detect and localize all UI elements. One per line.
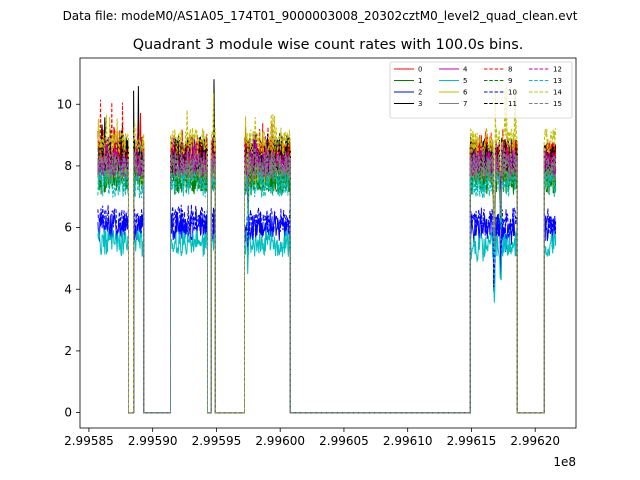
legend-label-7: 7 bbox=[463, 100, 467, 108]
y-tick-label: 2 bbox=[64, 344, 72, 358]
legend-label-4: 4 bbox=[463, 66, 468, 74]
y-tick-label: 4 bbox=[64, 282, 72, 296]
legend-label-12: 12 bbox=[553, 66, 562, 74]
legend-label-2: 2 bbox=[418, 89, 422, 97]
legend-label-0: 0 bbox=[418, 66, 422, 74]
legend-label-13: 13 bbox=[553, 77, 562, 85]
legend-box bbox=[389, 61, 573, 119]
legend-label-3: 3 bbox=[418, 100, 422, 108]
legend-label-5: 5 bbox=[463, 77, 467, 85]
x-tick-label: 2.99590 bbox=[128, 434, 178, 448]
x-tick-label: 2.99600 bbox=[255, 434, 305, 448]
x-tick-label: 2.99605 bbox=[319, 434, 369, 448]
legend-label-11: 11 bbox=[508, 100, 517, 108]
chart-title: Quadrant 3 module wise count rates with … bbox=[133, 37, 524, 53]
series-line-15 bbox=[97, 144, 557, 414]
x-offset-label: 1e8 bbox=[553, 455, 576, 469]
x-axis: 2.99585 2.99590 2.99595 2.99600 2.99605 2.996… bbox=[64, 428, 560, 448]
x-tick-label: 2.99595 bbox=[192, 434, 242, 448]
figure-suptitle: Data file: modeM0/AS1A05_174T01_90000030… bbox=[63, 9, 578, 23]
y-axis: 0 2 4 6 8 10 bbox=[57, 97, 80, 420]
series-layer bbox=[97, 79, 557, 414]
y-tick-label: 8 bbox=[64, 159, 72, 173]
x-tick-label: 2.99615 bbox=[447, 434, 497, 448]
legend-label-15: 15 bbox=[553, 100, 562, 108]
y-tick-label: 0 bbox=[64, 406, 72, 420]
legend-label-9: 9 bbox=[508, 77, 512, 85]
x-tick-label: 2.99610 bbox=[383, 434, 433, 448]
legend-label-14: 14 bbox=[553, 89, 562, 97]
legend-label-8: 8 bbox=[508, 66, 512, 74]
y-tick-label: 6 bbox=[64, 221, 72, 235]
x-tick-label: 2.99585 bbox=[64, 434, 114, 448]
legend-label-6: 6 bbox=[463, 89, 468, 97]
plot-frame bbox=[79, 57, 577, 429]
legend-label-10: 10 bbox=[508, 89, 517, 97]
legend-label-1: 1 bbox=[418, 77, 422, 85]
y-tick-label: 10 bbox=[57, 97, 72, 111]
x-tick-label: 2.99620 bbox=[510, 434, 560, 448]
